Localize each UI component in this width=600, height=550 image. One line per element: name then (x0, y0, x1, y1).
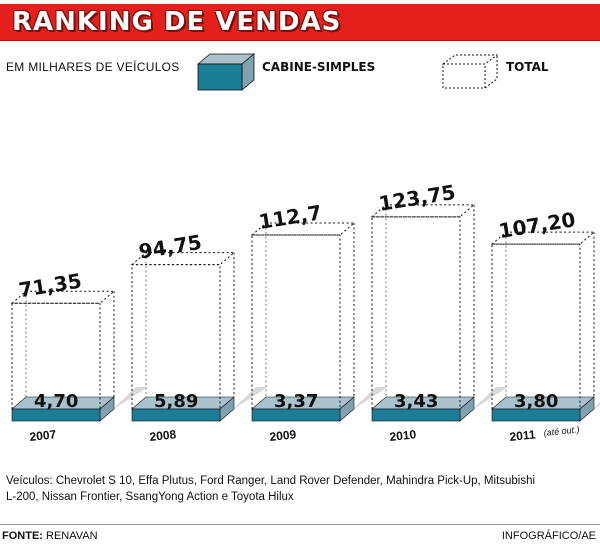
title-bar: RANKING DE VENDAS (0, 4, 600, 41)
total-bar-2011 (491, 243, 581, 409)
total-bar-top (490, 231, 596, 245)
bar-group-2007: 71,35 4,70 2007 (10, 269, 148, 444)
bar-group-2008: 94,75 5,89 2008 (130, 230, 268, 444)
total-bar-2009 (251, 234, 341, 409)
source-note: FONTE: RENAVAN (2, 530, 98, 542)
cabine-value-label: 4,70 (34, 391, 78, 412)
cabine-bar-2010 (371, 408, 461, 422)
total-value-label: 107,20 (497, 207, 577, 243)
year-note: (até out.) (543, 424, 580, 438)
total-bar-top (10, 290, 116, 304)
total-bar-2008 (131, 264, 221, 409)
chart-title: RANKING DE VENDAS (12, 7, 342, 37)
total-value-label: 71,35 (17, 269, 83, 303)
total-bar-top (250, 222, 356, 236)
total-bar-2007 (11, 302, 101, 409)
total-legend-icon (441, 54, 499, 89)
total-bar-top (370, 204, 476, 218)
cabine-bar-2011 (491, 408, 581, 422)
cabine-value-label: 5,89 (154, 391, 198, 412)
bar-group-2011: 107,20 3,80 2011 (até out.) (490, 207, 600, 444)
total-bar-2010 (371, 216, 461, 409)
cabine-legend-label: CABINE-SIMPLES (262, 60, 376, 74)
total-value-label: 123,75 (377, 180, 457, 216)
total-legend-label: TOTAL (506, 60, 549, 74)
bar-group-2009: 112,7 3,37 2009 (250, 200, 388, 444)
total-value-label: 94,75 (137, 230, 203, 264)
cabine-value-label: 3,37 (274, 391, 318, 412)
source-value: RENAVAN (46, 530, 98, 542)
cabine-bar-2009 (251, 408, 341, 422)
vehicles-note: Veículos: Chevrolet S 10, Effa Plutus, F… (6, 475, 536, 503)
bar-chart: 71,354,70200794,755,892008112,73,3720091… (10, 180, 600, 444)
total-value-label: 112,7 (257, 200, 323, 234)
year-label: 2011 (509, 427, 537, 444)
year-label: 2010 (389, 427, 417, 444)
source-label: FONTE: (2, 530, 43, 542)
year-label: 2009 (269, 427, 297, 444)
chart-subtitle: EM MILHARES DE VEÍCULOS (6, 60, 180, 74)
cabine-legend-icon (196, 53, 256, 91)
bar-group-2010: 123,75 3,43 2010 (370, 180, 508, 444)
year-label: 2007 (29, 427, 57, 444)
cabine-value-label: 3,80 (514, 391, 558, 412)
bar-shadow (580, 402, 600, 421)
cabine-bar-2008 (131, 408, 221, 422)
footer-divider (0, 524, 600, 525)
cabine-bar-2007 (11, 408, 101, 422)
cabine-value-label: 3,43 (394, 391, 438, 412)
infographic-credit: INFOGRÁFICO/AE (501, 530, 596, 542)
year-label: 2008 (149, 427, 177, 444)
